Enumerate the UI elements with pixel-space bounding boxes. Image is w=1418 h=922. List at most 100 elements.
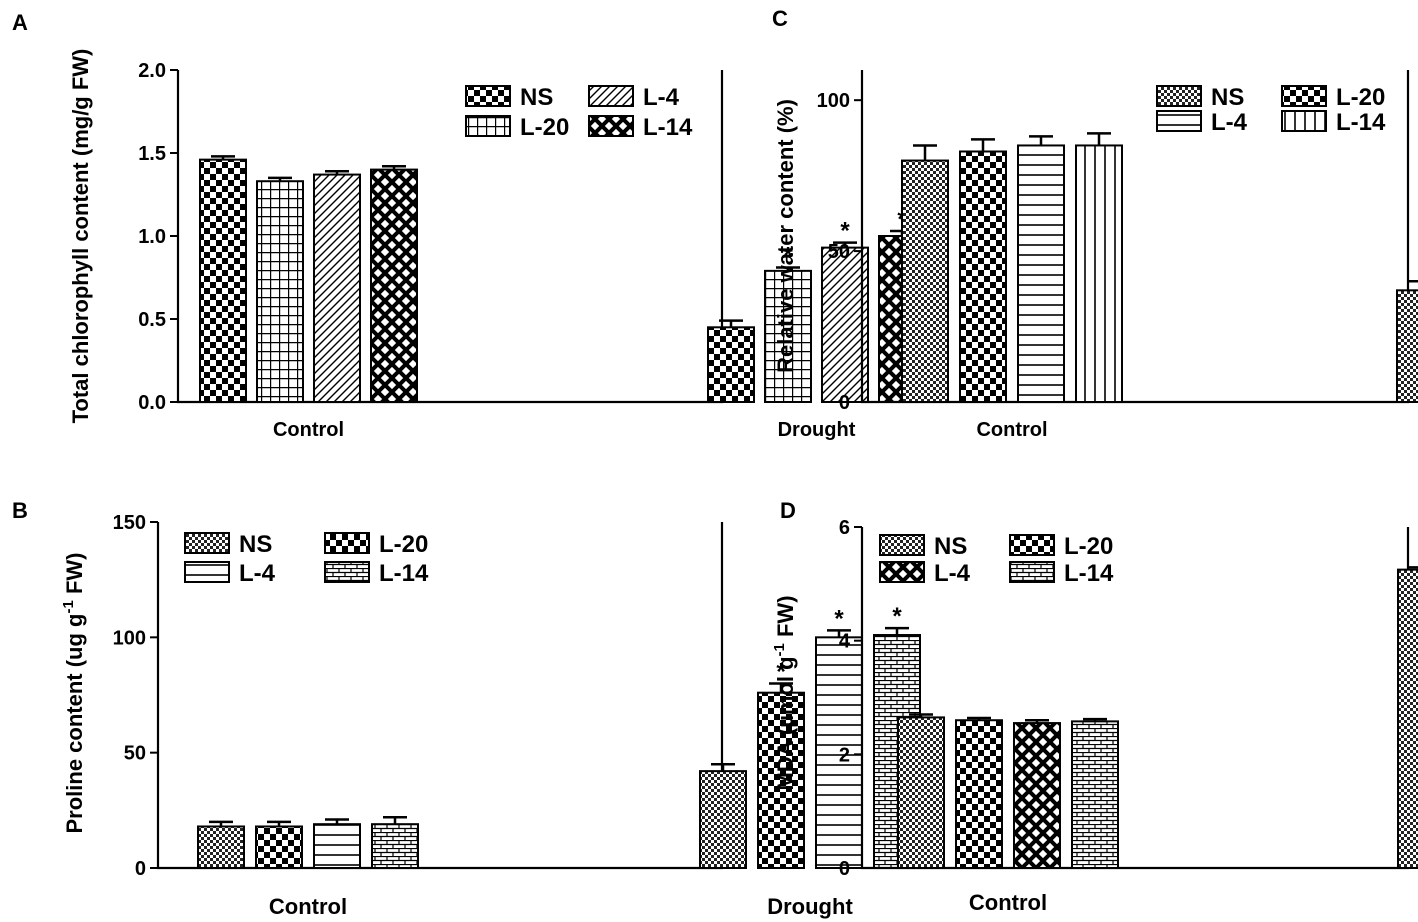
bar: [959, 150, 1007, 403]
legend-label: L-4: [1211, 109, 1248, 136]
significance-marker: *: [840, 218, 850, 245]
x-category-label: Control: [976, 419, 1047, 441]
y-tick-label: 100: [113, 627, 146, 649]
y-tick-label: 1.0: [138, 226, 166, 248]
y-axis-label: Total chlorophyll content (mg/g FW): [68, 49, 93, 424]
error-bar: [711, 762, 735, 772]
y-tick-label: 0.0: [138, 392, 166, 414]
bar: [1396, 289, 1418, 403]
legend-swatch: [465, 85, 511, 107]
y-tick-label: 0: [839, 392, 850, 414]
y-axis-label-sup: -1: [60, 600, 77, 613]
error-bar: [719, 319, 743, 328]
legend-swatch: [879, 534, 925, 556]
error-bar: [1025, 718, 1049, 724]
bar: [370, 168, 418, 403]
y-tick-label: 6: [839, 517, 850, 539]
error-bar: [776, 266, 800, 271]
error-bar: [769, 682, 793, 693]
bar: [955, 719, 1003, 869]
legend-label: L-4: [239, 560, 276, 587]
bar: [764, 269, 812, 403]
y-axis-label-tail: FW): [773, 595, 798, 643]
y-tick-label: 100: [817, 90, 850, 112]
error-bar: [1409, 566, 1418, 569]
bar: [1075, 144, 1123, 403]
bar: [1017, 144, 1065, 403]
legend-label: L-4: [934, 560, 971, 587]
y-tick-label: 0: [135, 858, 146, 880]
panel-label-c: C: [772, 6, 788, 31]
legend-swatch: [1009, 534, 1055, 556]
error-bar: [909, 713, 933, 718]
legend-swatch: [1156, 85, 1202, 107]
bar: [197, 825, 245, 869]
error-bar: [211, 155, 235, 160]
y-tick-label: 1.5: [138, 143, 166, 165]
y-axis-label-main: MDA (µmol g: [773, 656, 798, 790]
panel-label-a: A: [12, 10, 28, 35]
bar: [1397, 568, 1418, 869]
error-bar: [885, 626, 909, 636]
x-category-label: Drought: [778, 419, 856, 441]
panel-label-d: D: [780, 498, 796, 523]
bar: [707, 326, 755, 403]
legend-label: L-20: [1064, 533, 1113, 560]
bar: [1013, 722, 1061, 870]
legend-swatch: [184, 532, 230, 554]
legend-swatch: [879, 561, 925, 583]
legend-label: L-20: [1336, 84, 1385, 111]
legend-swatch: [1281, 110, 1327, 132]
legend-label: L-14: [1336, 109, 1386, 136]
x-category-label: Control: [969, 890, 1047, 915]
legend-label: L-4: [643, 84, 680, 111]
error-bar: [325, 818, 349, 825]
legend-label: L-20: [379, 531, 428, 558]
y-tick-label: 0: [839, 858, 850, 880]
significance-marker: *: [834, 605, 844, 632]
legend-label: NS: [239, 531, 272, 558]
error-bar: [833, 241, 857, 248]
bar: [1071, 720, 1119, 869]
bar: [255, 825, 303, 869]
y-tick-label: 0.5: [138, 309, 166, 331]
error-bar: [913, 144, 937, 161]
legend-label: L-14: [643, 114, 693, 141]
legend-label: L-14: [379, 560, 429, 587]
plot-frame: [156, 522, 724, 870]
y-axis-label-main: Proline content (ug g: [62, 614, 87, 834]
error-bar: [325, 170, 349, 175]
y-tick-label: 150: [113, 512, 146, 534]
x-category-label: Drought: [767, 894, 853, 919]
chart-panel-c: 050100Control***DroughtNSL-4L-20L-14Rela…: [773, 70, 1418, 441]
bar: [313, 173, 361, 403]
x-category-label: Control: [269, 894, 347, 919]
error-bar: [382, 165, 406, 170]
bar: [821, 246, 869, 403]
error-bar: [268, 176, 292, 182]
legend-swatch: [1156, 110, 1202, 132]
bar: [815, 636, 863, 869]
bar: [371, 823, 419, 870]
significance-marker: *: [776, 658, 786, 685]
error-bar: [383, 816, 407, 825]
y-axis-label: Relative water content (%): [773, 99, 798, 373]
y-tick-label: 50: [828, 241, 850, 263]
legend-swatch: [1281, 85, 1327, 107]
legend-label: NS: [1211, 84, 1244, 111]
legend-label: L-14: [1064, 560, 1114, 587]
bar: [199, 158, 247, 403]
legend-swatch: [324, 532, 370, 554]
legend-swatch: [588, 115, 634, 137]
legend-label: NS: [934, 533, 967, 560]
bar: [256, 180, 304, 403]
y-axis-label-sup: -1: [771, 643, 788, 656]
legend-swatch: [184, 561, 230, 583]
legend-swatch: [588, 85, 634, 107]
error-bar: [267, 820, 291, 827]
legend-label: L-20: [520, 114, 569, 141]
error-bar: [967, 716, 991, 721]
plot-frame: [860, 70, 1410, 404]
